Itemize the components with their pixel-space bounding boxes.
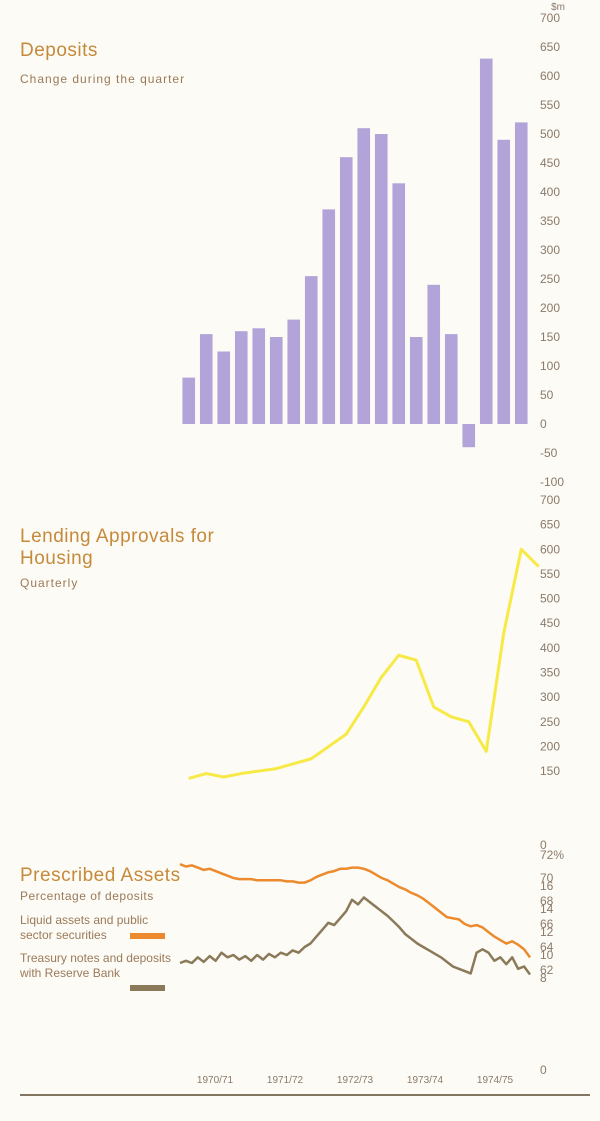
svg-text:10: 10 — [540, 948, 554, 962]
svg-text:16: 16 — [540, 879, 554, 893]
svg-text:0: 0 — [540, 1063, 547, 1077]
svg-text:650: 650 — [540, 40, 560, 54]
svg-text:450: 450 — [540, 616, 560, 630]
svg-text:600: 600 — [540, 542, 560, 556]
svg-text:200: 200 — [540, 739, 560, 753]
svg-text:-100: -100 — [540, 475, 564, 489]
svg-text:72%: 72% — [540, 848, 564, 862]
x-axis-label: 1974/75 — [460, 1075, 530, 1086]
svg-text:100: 100 — [540, 359, 560, 373]
x-axis-label: 1973/74 — [390, 1075, 460, 1086]
svg-text:250: 250 — [540, 715, 560, 729]
svg-text:250: 250 — [540, 272, 560, 286]
svg-text:12: 12 — [540, 925, 554, 939]
svg-text:550: 550 — [540, 98, 560, 112]
x-axis-label: 1972/73 — [320, 1075, 390, 1086]
legend-b-swatch — [130, 985, 165, 991]
svg-text:150: 150 — [540, 764, 560, 778]
deposits-title: Deposits — [20, 40, 98, 62]
svg-text:450: 450 — [540, 156, 560, 170]
svg-text:300: 300 — [540, 243, 560, 257]
svg-text:700: 700 — [540, 11, 560, 25]
svg-text:650: 650 — [540, 518, 560, 532]
x-axis-label: 1971/72 — [250, 1075, 320, 1086]
svg-text:300: 300 — [540, 690, 560, 704]
svg-text:0: 0 — [540, 417, 547, 431]
svg-text:400: 400 — [540, 185, 560, 199]
y-axis-unit-label: $m — [535, 2, 565, 13]
x-axis-label: 1970/71 — [180, 1075, 250, 1086]
svg-text:200: 200 — [540, 301, 560, 315]
svg-text:50: 50 — [540, 388, 554, 402]
assets-title: Prescribed Assets — [20, 865, 181, 887]
svg-text:550: 550 — [540, 567, 560, 581]
assets-subtitle: Percentage of deposits — [20, 889, 154, 903]
legend-a-swatch — [130, 933, 165, 939]
lending-title: Lending Approvals for Housing — [20, 526, 220, 570]
svg-text:500: 500 — [540, 127, 560, 141]
deposits-subtitle: Change during the quarter — [20, 72, 185, 86]
svg-text:350: 350 — [540, 666, 560, 680]
svg-text:500: 500 — [540, 592, 560, 606]
svg-text:600: 600 — [540, 69, 560, 83]
svg-text:14: 14 — [540, 902, 554, 916]
svg-text:350: 350 — [540, 214, 560, 228]
svg-text:8: 8 — [540, 971, 547, 985]
svg-text:700: 700 — [540, 493, 560, 507]
svg-text:400: 400 — [540, 641, 560, 655]
svg-text:150: 150 — [540, 330, 560, 344]
svg-text:-50: -50 — [540, 446, 558, 460]
legend-b-label: Treasury notes and deposits with Reserve… — [20, 951, 175, 981]
lending-subtitle: Quarterly — [20, 576, 78, 590]
